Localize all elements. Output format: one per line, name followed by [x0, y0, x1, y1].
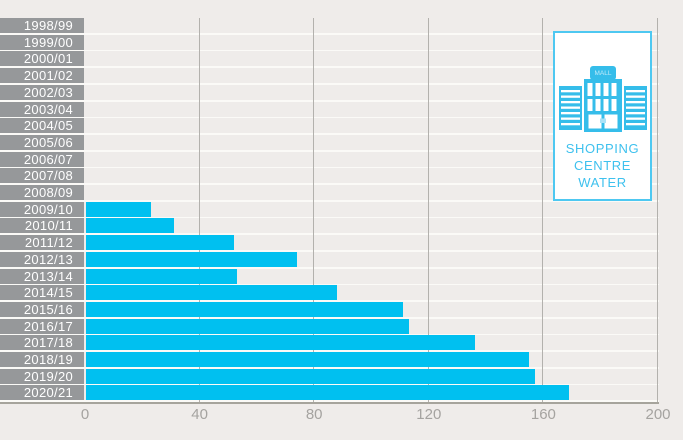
y-axis-label: 2016/17	[0, 318, 84, 334]
bar-2015-16	[86, 301, 403, 317]
mall-building-icon: MALL	[558, 66, 647, 132]
bar-2011-12	[86, 235, 234, 251]
row-background	[0, 185, 659, 200]
bar-2018-19	[86, 352, 530, 367]
row-background	[0, 134, 659, 150]
row-background	[0, 101, 659, 117]
row-background	[0, 168, 659, 184]
y-axis-label: 2000/01	[0, 51, 84, 67]
x-axis-line	[0, 402, 659, 404]
vertical-gridline	[198, 18, 200, 403]
vertical-gridline	[427, 18, 429, 403]
row-background	[0, 201, 659, 217]
y-axis-label: 2017/18	[0, 335, 84, 351]
row-background	[0, 34, 659, 50]
legend-line-2: CENTRE	[573, 158, 632, 173]
bar-2010-11	[86, 218, 174, 234]
y-axis-label: 2012/13	[0, 251, 84, 267]
legend-title: SHOPPING CENTRE WATER	[566, 140, 639, 191]
y-axis-label: 2018/19	[0, 352, 84, 367]
y-axis-label: 2011/12	[0, 235, 84, 251]
y-axis-label: 2001/02	[0, 68, 84, 84]
bar-2016-17	[86, 318, 409, 334]
legend-line-1: SHOPPING	[565, 141, 640, 156]
vertical-gridline	[657, 18, 658, 403]
y-axis-label: 1999/00	[0, 34, 84, 50]
vertical-gridline	[313, 18, 315, 403]
y-axis-label: 2015/16	[0, 301, 84, 317]
door-detail	[599, 118, 606, 123]
x-tick-label: 0	[80, 406, 90, 423]
vertical-gridline	[542, 18, 544, 403]
row-background	[0, 51, 659, 67]
legend-box: MALL	[553, 31, 652, 201]
y-axis-label: 2004/05	[0, 118, 84, 134]
plot-area: 1998/99 1999/00 2000/01 2001/02 2002/03 2003/…	[0, 18, 659, 403]
bar-2014-15	[86, 285, 338, 301]
y-axis-label: 2006/07	[0, 151, 84, 167]
bar-2019-20	[86, 368, 535, 384]
y-axis-label: 2005/06	[0, 134, 84, 150]
legend-line-3: WATER	[578, 175, 627, 190]
x-tick-label: 200	[645, 406, 671, 423]
row-background	[0, 68, 659, 84]
y-axis-label: 2008/09	[0, 185, 84, 200]
row-background	[0, 84, 659, 100]
x-tick-label: 160	[530, 406, 556, 423]
x-tick-label: 40	[191, 406, 208, 423]
y-axis-label: 1998/99	[0, 18, 84, 33]
y-axis-label: 2009/10	[0, 201, 84, 217]
bar-2017-18	[86, 335, 475, 351]
y-axis-label: 2002/03	[0, 84, 84, 100]
y-axis-label: 2007/08	[0, 168, 84, 184]
x-tick-label: 120	[416, 406, 442, 423]
mall-sign-text: MALL	[594, 70, 611, 77]
bar-2013-14	[86, 268, 237, 284]
y-axis-label: 2020/21	[0, 385, 84, 401]
y-axis-label: 2014/15	[0, 285, 84, 301]
y-axis-label: 2019/20	[0, 368, 84, 384]
y-axis-label: 2013/14	[0, 268, 84, 284]
x-tick-label: 80	[305, 406, 323, 423]
row-background	[0, 118, 659, 134]
bar-2020-21	[86, 385, 570, 401]
bar-2012-13	[86, 251, 297, 267]
y-axis-label: 2003/04	[0, 101, 84, 117]
row-background	[0, 18, 659, 33]
row-background	[0, 151, 659, 167]
y-axis-label: 2010/11	[0, 218, 84, 234]
bar-2009-10	[86, 201, 151, 217]
